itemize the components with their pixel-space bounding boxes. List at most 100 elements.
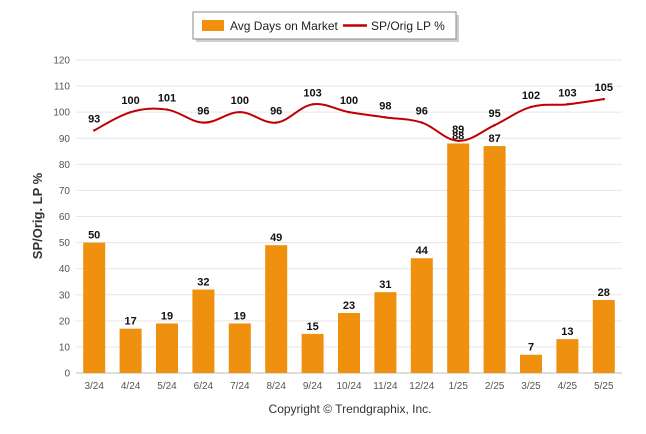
copyright-text: Copyright © Trendgraphix, Inc. [269, 402, 432, 416]
line-point [347, 110, 351, 114]
line-value-label: 103 [558, 87, 576, 99]
line-value-label: 96 [416, 106, 428, 118]
bar [447, 143, 470, 373]
bar-value-label: 13 [561, 326, 573, 338]
grid-lines [76, 59, 622, 374]
line-value-label: 98 [379, 100, 391, 112]
bar-value-label: 44 [416, 245, 429, 257]
x-tick-label: 3/24 [84, 381, 104, 392]
bar [483, 146, 506, 373]
line-point [384, 116, 387, 119]
legend-box [192, 11, 457, 40]
legend-bar-label: Avg Days on Market [230, 19, 338, 33]
x-tick-label: 5/24 [157, 381, 177, 392]
y-tick-label: 0 [64, 369, 70, 380]
bar [338, 313, 360, 373]
bar [520, 354, 542, 373]
legend-line-label: SP/Orig LP % [371, 19, 445, 33]
bar-value-label: 87 [488, 133, 500, 145]
y-tick-label: 30 [59, 290, 71, 301]
line-series [93, 97, 605, 143]
x-tick-label: 9/24 [303, 381, 323, 392]
y-axis-label: SP/Orig. LP % [30, 172, 45, 259]
line-point [165, 108, 169, 111]
line-value-label: 101 [158, 93, 176, 105]
bar [410, 258, 433, 373]
bar-value-label: 28 [598, 287, 610, 299]
line-value-label: 100 [231, 95, 249, 107]
y-tick-label: 10 [59, 342, 71, 353]
bar [156, 323, 178, 373]
y-tick-label: 50 [59, 238, 71, 249]
y-tick-label: 20 [59, 316, 71, 327]
y-tick-label: 60 [59, 212, 71, 223]
bar-value-label: 23 [343, 300, 355, 312]
y-tick-label: 110 [54, 82, 70, 93]
bar-value-label: 32 [197, 277, 209, 289]
y-tick-label: 80 [59, 160, 71, 171]
x-tick-label: 10/24 [336, 381, 361, 392]
x-tick-label: 6/24 [194, 381, 214, 392]
bar [556, 339, 579, 373]
legend-bar-swatch [202, 20, 224, 31]
x-tick-label: 4/24 [121, 381, 141, 392]
x-tick-label: 8/24 [266, 381, 286, 392]
line-point [93, 129, 96, 132]
bar-value-label: 31 [379, 279, 391, 291]
line-value-label: 96 [197, 106, 209, 118]
line-point [129, 110, 132, 114]
line-value-label: 103 [303, 87, 321, 99]
bar-value-label: 49 [270, 232, 282, 244]
x-tick-label: 2/25 [485, 381, 505, 392]
y-tick-label: 120 [53, 56, 70, 67]
x-tick-label: 11/24 [373, 381, 398, 392]
bar [119, 328, 142, 373]
line-value-label: 100 [121, 95, 139, 107]
bar-value-label: 17 [124, 316, 136, 328]
bar-value-label: 19 [234, 310, 246, 322]
bar [374, 292, 397, 373]
legend: Avg Days on Market SP/Orig LP % [192, 11, 459, 42]
line-value-label: 89 [452, 124, 464, 136]
bar [301, 333, 324, 373]
line-point [275, 121, 278, 124]
x-tick-label: 5/25 [594, 381, 614, 392]
bar [592, 299, 615, 373]
y-tick-label: 90 [59, 134, 71, 145]
line-point [311, 103, 314, 106]
bar-value-label: 88 [452, 130, 464, 142]
line-point [566, 103, 569, 106]
bar [228, 323, 251, 373]
bar-value-label: 15 [306, 321, 318, 333]
bar [83, 242, 106, 373]
line-value-label: 100 [340, 95, 358, 107]
bar-value-label: 7 [528, 342, 534, 354]
x-tick-label: 7/24 [230, 381, 250, 392]
bar [192, 289, 215, 373]
bar-value-label: 50 [88, 230, 100, 242]
line-point [457, 139, 460, 143]
line-value-label: 102 [522, 90, 540, 102]
line-point [420, 121, 423, 124]
line-value-label: 96 [270, 106, 282, 118]
x-axis-ticks: 3/24 4/24 5/24 6/24 7/24 8/24 9/24 10/24 11/24 12… [84, 381, 614, 392]
bar-value-label: 19 [161, 310, 173, 322]
y-tick-label: 100 [53, 108, 70, 119]
line-point [602, 97, 605, 101]
data-labels: 50 17 19 32 19 49 15 23 31 44 88 87 7 13 28 93 100 101 96 1… [88, 82, 613, 354]
line-point [529, 105, 533, 109]
x-tick-label: 4/25 [558, 381, 578, 392]
bar [265, 245, 288, 373]
y-axis-ticks: 0 10 20 30 40 50 60 70 80 90 100 110 120 [53, 56, 70, 380]
line-value-label: 93 [88, 113, 100, 125]
line-point [202, 121, 205, 124]
line-value-label: 105 [595, 82, 613, 94]
y-tick-label: 70 [59, 186, 71, 197]
x-tick-label: 1/25 [448, 381, 468, 392]
x-tick-label: 3/25 [521, 381, 541, 392]
line-value-label: 95 [488, 108, 500, 120]
line-point [238, 110, 241, 114]
x-tick-label: 12/24 [409, 381, 434, 392]
line-point [493, 124, 496, 127]
